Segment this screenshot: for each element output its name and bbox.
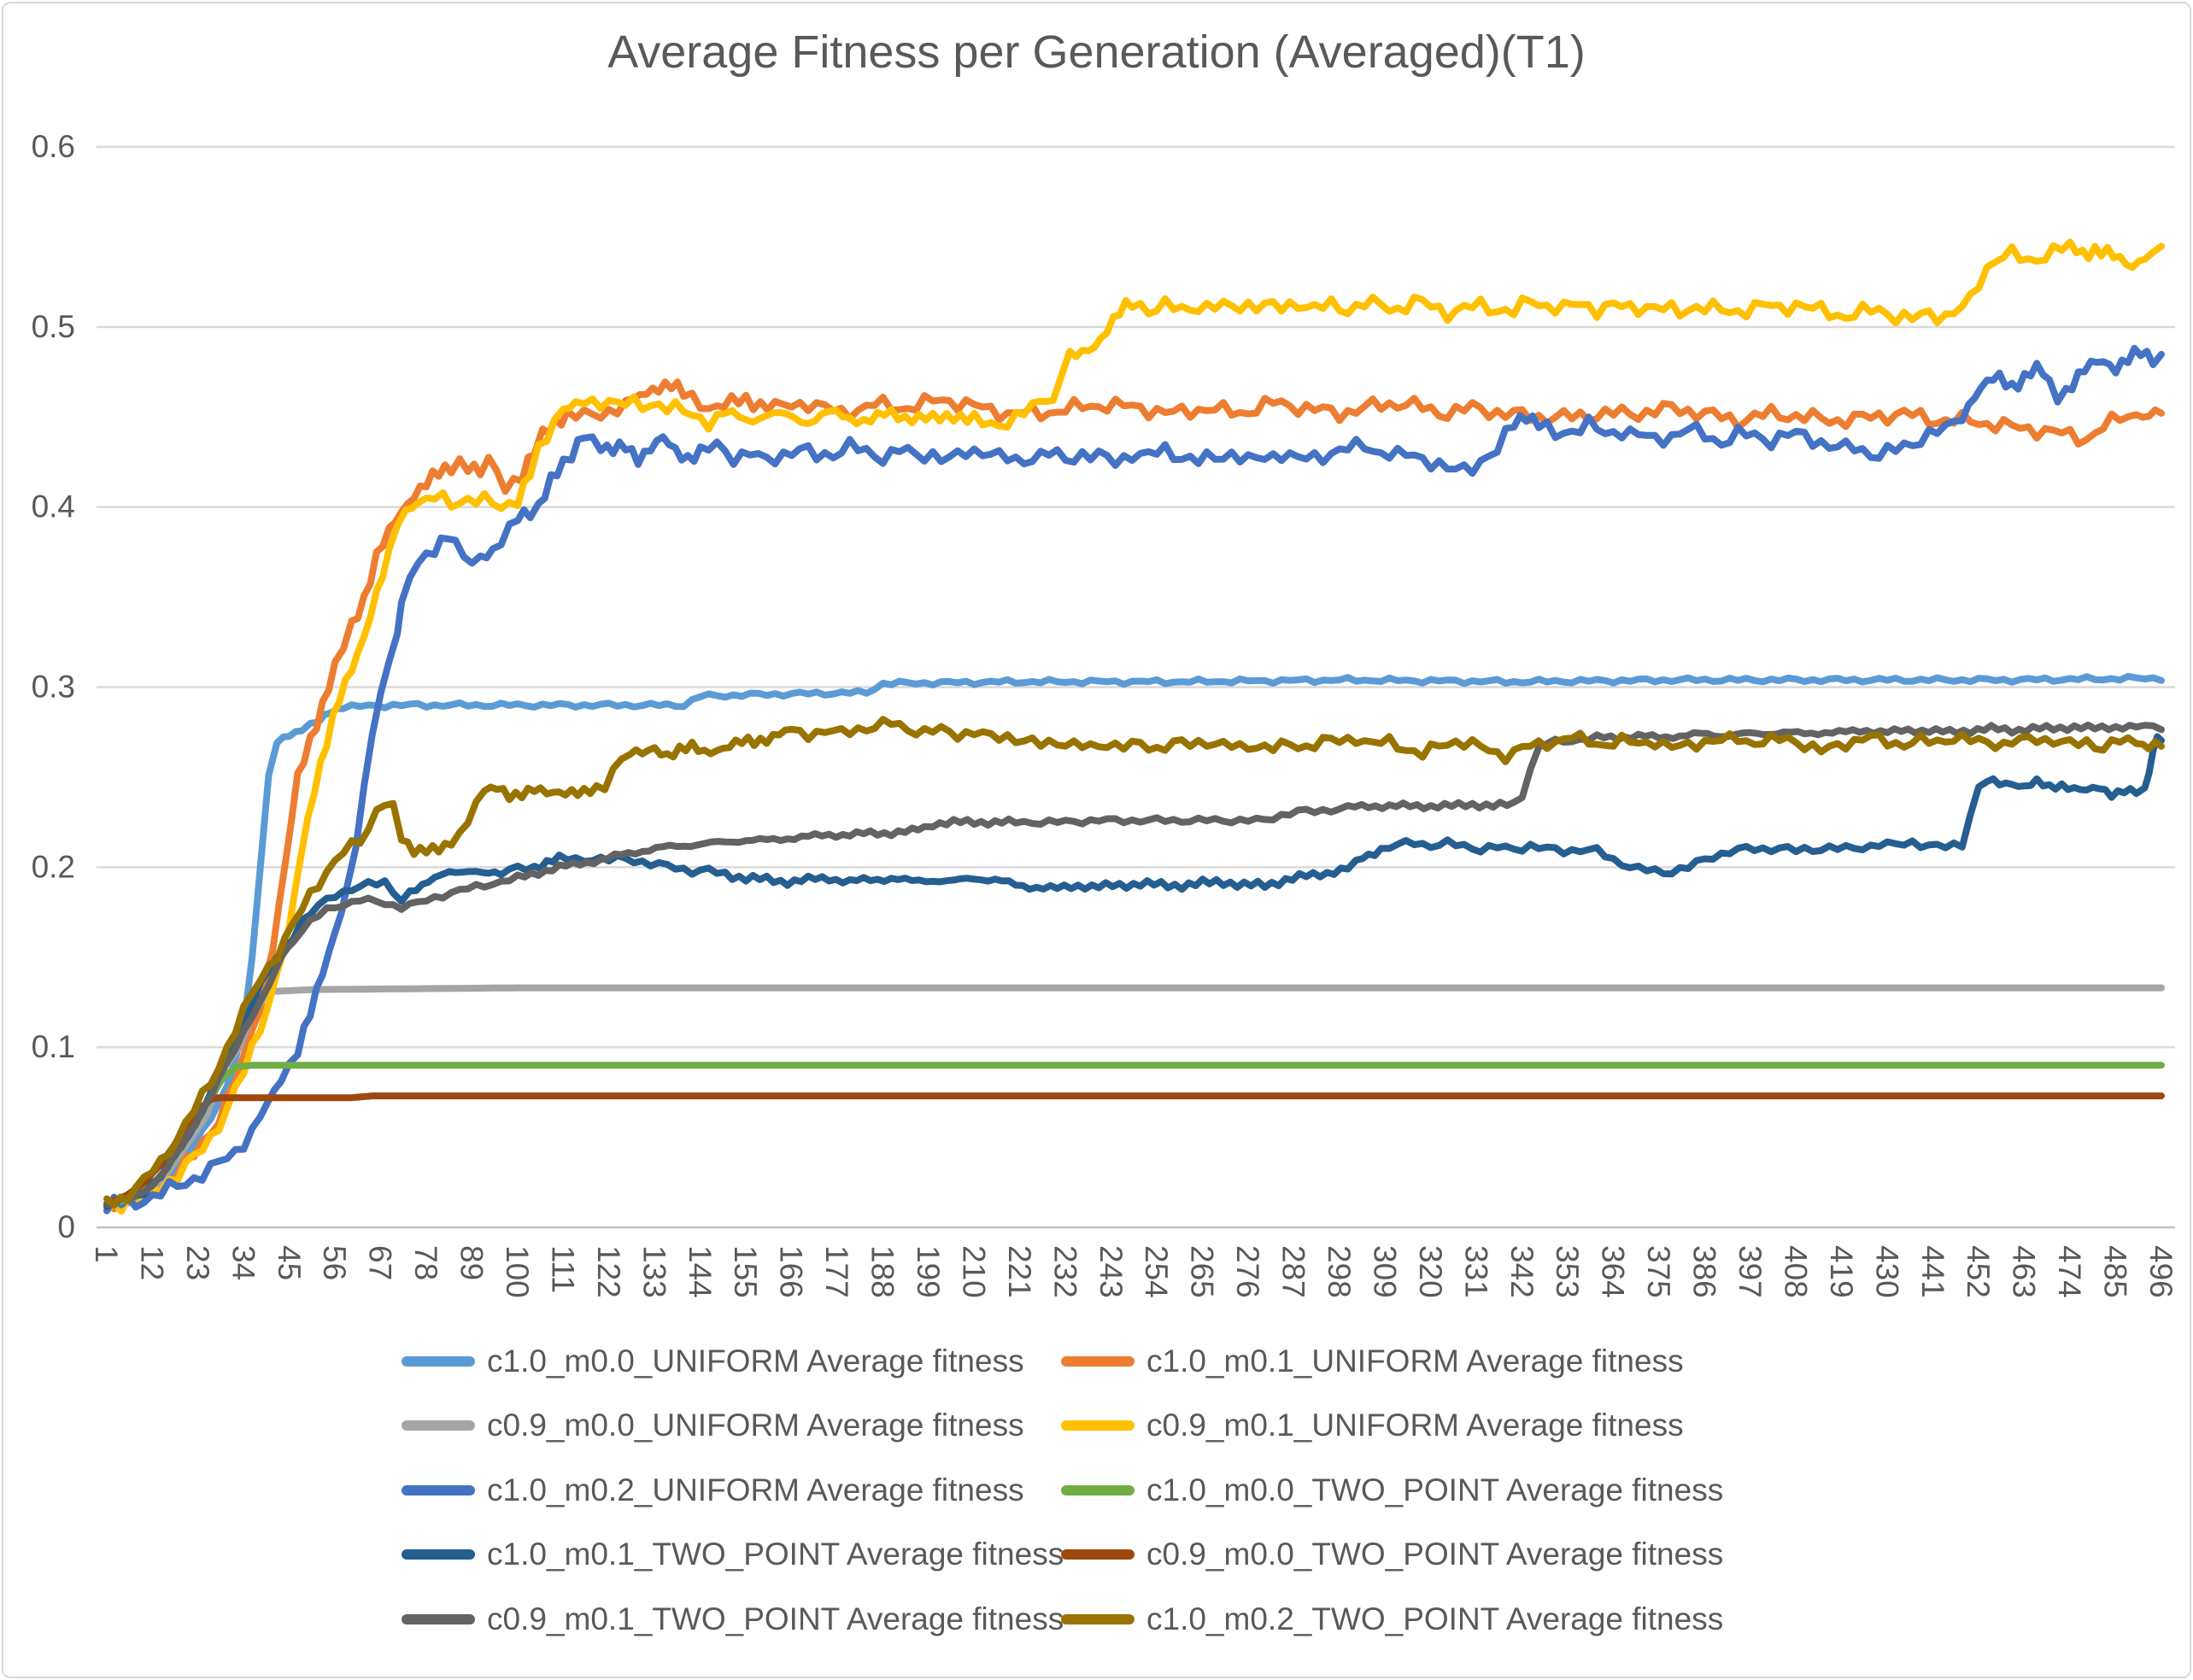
series-line-4 — [103, 344, 2165, 1215]
x-axis-tick-label: 408 — [1778, 1245, 1813, 1298]
legend-swatch — [1061, 1549, 1135, 1560]
x-axis-tick-label: 375 — [1641, 1245, 1676, 1298]
legend-label: c1.0_m0.1_UNIFORM Average fitness — [1146, 1343, 1684, 1379]
series-line-6 — [103, 733, 2165, 1210]
x-axis-tick-label: 177 — [819, 1245, 854, 1298]
legend-swatch — [1061, 1484, 1135, 1496]
x-axis-tick-label: 474 — [2052, 1245, 2087, 1298]
x-axis-tick-label: 254 — [1139, 1245, 1174, 1298]
x-axis-tick-label: 485 — [2098, 1245, 2133, 1298]
x-axis-tick-label: 56 — [317, 1245, 352, 1280]
x-axis-tick-label: 441 — [1915, 1245, 1950, 1298]
legend-item: c0.9_m0.1_TWO_POINT Average fitness — [402, 1601, 1064, 1637]
x-axis-tick-label: 463 — [2007, 1245, 2042, 1298]
x-axis-tick-label: 155 — [728, 1245, 763, 1298]
x-axis-tick-label: 320 — [1413, 1245, 1448, 1298]
x-axis-tick-label: 232 — [1047, 1245, 1082, 1298]
x-axis-tick-label: 496 — [2143, 1245, 2178, 1298]
y-axis-tick-label: 0.2 — [32, 849, 75, 884]
x-axis-tick-label: 122 — [591, 1245, 626, 1298]
x-axis-tick-label: 144 — [683, 1245, 718, 1298]
series-line-7 — [103, 1092, 2165, 1208]
legend-label: c1.0_m0.0_UNIFORM Average fitness — [487, 1343, 1024, 1379]
legend-item: c0.9_m0.0_TWO_POINT Average fitness — [1061, 1537, 1723, 1572]
x-axis-tick-label: 265 — [1185, 1245, 1220, 1298]
x-axis-tick-label: 386 — [1687, 1245, 1722, 1298]
x-axis-tick-label: 342 — [1504, 1245, 1539, 1298]
x-axis-tick-label: 111 — [545, 1245, 580, 1293]
x-axis-tick-label: 1 — [89, 1245, 124, 1263]
legend-label: c1.0_m0.1_TWO_POINT Average fitness — [487, 1537, 1064, 1572]
x-axis-tick-label: 452 — [1961, 1245, 1996, 1298]
x-axis-tick-label: 221 — [1002, 1245, 1037, 1298]
legend-swatch — [1061, 1420, 1135, 1431]
y-axis-tick-label: 0.5 — [32, 309, 75, 344]
x-axis-tick-label: 276 — [1230, 1245, 1265, 1298]
series-line-3 — [103, 238, 2165, 1215]
legend-item: c0.9_m0.1_UNIFORM Average fitness — [1061, 1408, 1723, 1443]
x-axis-tick-label: 133 — [636, 1245, 671, 1298]
legend-swatch — [402, 1549, 475, 1560]
y-axis-tick-label: 0.3 — [32, 670, 75, 705]
x-axis-tick-label: 12 — [134, 1245, 169, 1280]
legend-item: c0.9_m0.0_UNIFORM Average fitness — [402, 1408, 1061, 1443]
legend-item: c1.0_m0.2_UNIFORM Average fitness — [402, 1472, 1061, 1508]
legend-label: c0.9_m0.1_UNIFORM Average fitness — [1146, 1408, 1684, 1443]
legend-item: c1.0_m0.0_TWO_POINT Average fitness — [1061, 1472, 1723, 1508]
series-line-1 — [103, 378, 2165, 1213]
legend-label: c1.0_m0.2_TWO_POINT Average fitness — [1146, 1601, 1724, 1636]
series-line-2 — [103, 984, 2165, 1209]
y-axis-tick-label: 0.1 — [32, 1029, 75, 1064]
x-axis-tick-label: 243 — [1094, 1245, 1129, 1298]
x-axis-tick-label: 67 — [363, 1245, 398, 1280]
x-axis-tick-label: 419 — [1824, 1245, 1859, 1298]
legend-swatch — [402, 1420, 475, 1431]
y-axis-tick-label: 0.4 — [32, 489, 75, 524]
legend: c1.0_m0.0_UNIFORM Average fitness c1.0_m0… — [402, 1329, 1723, 1652]
legend-label: c0.9_m0.0_TWO_POINT Average fitness — [1146, 1537, 1724, 1572]
x-axis-tick-label: 199 — [911, 1245, 946, 1298]
x-axis-tick-label: 89 — [454, 1245, 490, 1280]
x-axis-tick-label: 298 — [1322, 1245, 1357, 1298]
y-axis-tick-label: 0.6 — [32, 129, 75, 164]
x-axis-tick-label: 430 — [1869, 1245, 1904, 1298]
chart-title: Average Fitness per Generation (Averaged… — [607, 26, 1586, 78]
legend-label: c1.0_m0.2_UNIFORM Average fitness — [487, 1472, 1024, 1507]
x-axis-tick-label: 353 — [1550, 1245, 1585, 1298]
x-axis-tick-label: 287 — [1276, 1245, 1311, 1298]
x-axis-tick-label: 309 — [1367, 1245, 1402, 1298]
x-axis-tick-label: 78 — [408, 1245, 443, 1280]
x-axis-tick-label: 34 — [226, 1245, 261, 1280]
x-axis-tick-label: 331 — [1458, 1245, 1493, 1298]
legend-item: c1.0_m0.1_TWO_POINT Average fitness — [402, 1537, 1064, 1572]
legend-label: c1.0_m0.0_TWO_POINT Average fitness — [1146, 1472, 1724, 1507]
series-line-5 — [103, 1062, 2165, 1209]
series-line-0 — [103, 672, 2165, 1209]
x-axis-tick-label: 100 — [500, 1245, 535, 1298]
x-axis-tick-label: 188 — [865, 1245, 900, 1298]
legend-swatch — [402, 1484, 475, 1496]
legend-label: c0.9_m0.0_UNIFORM Average fitness — [487, 1408, 1024, 1443]
x-axis-tick-label: 166 — [774, 1245, 809, 1298]
legend-label: c0.9_m0.1_TWO_POINT Average fitness — [487, 1601, 1064, 1636]
x-axis-tick-label: 210 — [956, 1245, 991, 1298]
legend-item: c1.0_m0.0_UNIFORM Average fitness — [402, 1343, 1061, 1379]
series-line-9 — [103, 716, 2165, 1209]
y-axis-tick-label: 0 — [57, 1209, 75, 1244]
x-axis-tick-label: 397 — [1733, 1245, 1768, 1298]
legend-swatch — [402, 1613, 475, 1624]
x-axis-tick-label: 23 — [180, 1245, 215, 1280]
legend-swatch — [402, 1355, 475, 1367]
series-line-8 — [103, 721, 2165, 1209]
legend-swatch — [1061, 1355, 1135, 1367]
legend-item: c1.0_m0.1_UNIFORM Average fitness — [1061, 1343, 1723, 1379]
legend-item: c1.0_m0.2_TWO_POINT Average fitness — [1061, 1601, 1723, 1637]
x-axis-tick-label: 364 — [1596, 1245, 1631, 1298]
x-axis-tick-label: 45 — [272, 1245, 307, 1280]
legend-swatch — [1061, 1613, 1135, 1624]
